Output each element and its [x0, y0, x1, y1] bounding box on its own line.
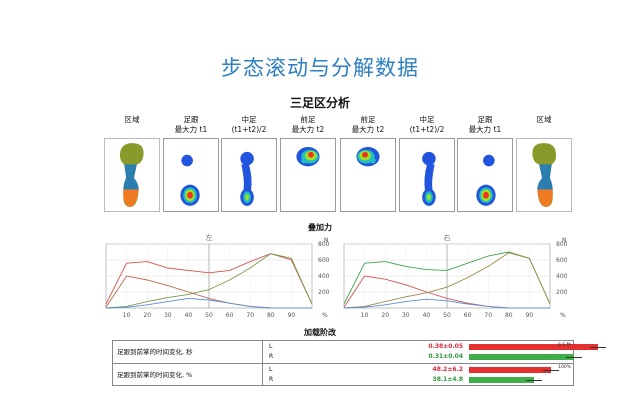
x-tick-label: 50 — [205, 312, 213, 319]
x-tick-label: 90 — [526, 312, 534, 319]
y-tick-label: 400 — [556, 273, 568, 280]
force-chart-left-svg: 左 800 600 400 200 10 20 30 40 50 60 70 80 90 N% — [105, 233, 330, 319]
x-tick-label: 80 — [505, 312, 513, 319]
force-chart-left: 左 800 600 400 200 10 20 30 40 50 60 70 80 90 N% — [98, 232, 338, 324]
x-tick-label: 40 — [423, 312, 431, 319]
series-line-3 — [343, 252, 551, 309]
row-right-value: 38.1±4.8 — [432, 376, 463, 383]
x-tick-label: 40 — [185, 312, 193, 319]
col-head-forefoot-left: 前足 最大力 t2 — [291, 115, 325, 134]
row-right-bar — [469, 354, 575, 360]
y-tick-label: 200 — [318, 289, 330, 296]
error-bar — [566, 357, 583, 358]
x-tick-label: 80 — [267, 312, 275, 319]
y-tick-label: 200 — [556, 289, 568, 296]
col-head-midfoot-right: 中足 (t1+t2)/2 — [409, 115, 445, 134]
row-left-value: 0.38±0.05 — [428, 343, 463, 350]
chart-title: 左 — [206, 233, 213, 242]
row-right-label: R — [269, 353, 274, 360]
page-title: 步态滚动与分解数据 — [221, 56, 419, 80]
error-bar — [542, 370, 559, 371]
x-unit-label: % — [322, 312, 328, 319]
row-right-bar — [469, 377, 534, 383]
rollover-table: 足跟到前掌的时间变化, 秒 L R 0.38±0.05 0.31±0.04 0.… — [112, 340, 607, 386]
y-unit-label: N — [324, 237, 329, 244]
x-tick-label: 10 — [123, 312, 131, 319]
force-section-title: 叠加力 — [308, 223, 332, 232]
row-scale: 100% — [558, 365, 571, 370]
x-tick-label: 70 — [484, 312, 492, 319]
y-tick-label: 600 — [318, 257, 330, 264]
series-line-1 — [105, 253, 313, 305]
series-line-4 — [105, 297, 312, 309]
chart-title: 右 — [444, 233, 451, 242]
heel-pressure-right — [457, 138, 513, 212]
col-head-heel-right: 足跟 最大力 t1 — [468, 115, 502, 134]
y-tick-label: 400 — [318, 273, 330, 280]
row-left-value: 48.2±6.2 — [432, 366, 463, 373]
forefoot-pressure-right — [340, 138, 396, 212]
midfoot-pressure-right — [399, 138, 455, 212]
row-description: 足跟到前掌的时间变化, 秒 — [117, 341, 263, 363]
row-right-value: 0.31±0.04 — [428, 353, 463, 360]
midfoot-pressure-left — [221, 138, 277, 212]
force-chart-right: 右 800 600 400 200 10 20 30 40 50 60 70 80 90 N% — [336, 232, 576, 324]
x-tick-label: 10 — [361, 312, 369, 319]
series-line-1 — [343, 251, 551, 305]
table-row: 足跟到前掌的时间变化, % L R 48.2±6.2 38.1±4.8 100% — [113, 363, 573, 386]
row-left-label: L — [269, 366, 273, 373]
heel-pressure-left — [163, 138, 219, 212]
series-line-4 — [343, 298, 550, 309]
table-row: 足跟到前掌的时间变化, 秒 L R 0.38±0.05 0.31±0.04 0.… — [113, 341, 607, 364]
row-scale: 0.5 秒 — [557, 343, 571, 348]
col-head-region-right: 区域 — [536, 115, 552, 124]
accel-section-title: 加载阶改 — [304, 328, 336, 337]
row-right-label: R — [269, 376, 274, 383]
col-head-region-left: 区域 — [124, 115, 140, 124]
error-bar — [590, 347, 607, 348]
x-tick-label: 20 — [381, 312, 389, 319]
row-left-bar — [469, 367, 551, 373]
force-chart-right-svg: 右 800 600 400 200 10 20 30 40 50 60 70 80 90 N% — [343, 233, 568, 319]
foot-section-title: 三足区分析 — [289, 96, 350, 110]
row-left-bar — [469, 344, 599, 350]
x-tick-label: 90 — [288, 312, 296, 319]
col-head-forefoot-right: 前足 最大力 t2 — [351, 115, 385, 134]
y-tick-label: 800 — [556, 241, 568, 248]
x-tick-label: 70 — [246, 312, 254, 319]
foot-region-map-right — [516, 138, 572, 212]
x-tick-label: 30 — [164, 312, 172, 319]
row-left-label: L — [269, 343, 273, 350]
y-unit-label: N — [562, 237, 567, 244]
y-tick-label: 600 — [556, 257, 568, 264]
col-head-midfoot-left: 中足 (t1+t2)/2 — [231, 115, 267, 134]
x-tick-label: 60 — [226, 312, 234, 319]
x-tick-label: 30 — [402, 312, 410, 319]
x-tick-label: 60 — [464, 312, 472, 319]
x-tick-label: 20 — [143, 312, 151, 319]
foot-region-map-left — [104, 138, 160, 212]
col-head-heel-left: 足跟 最大力 t1 — [174, 115, 208, 134]
x-unit-label: % — [560, 312, 566, 319]
series-line-2 — [105, 253, 313, 309]
y-tick-label: 800 — [318, 241, 330, 248]
error-bar — [525, 380, 542, 381]
forefoot-pressure-left — [280, 138, 336, 212]
row-description: 足跟到前掌的时间变化, % — [117, 364, 263, 386]
x-tick-label: 50 — [443, 312, 451, 319]
